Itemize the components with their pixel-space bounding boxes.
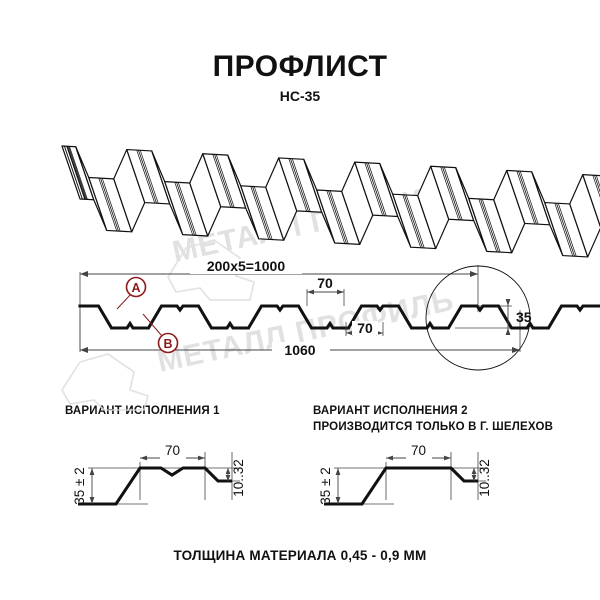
cross-section-profile [78,304,600,330]
variant-1-dimension-width: 70 [140,443,205,461]
variant-1-dimension-width-label: 70 [165,443,180,458]
sheet-stiffener-line [288,158,308,212]
sheet-stiffener-line [519,171,539,225]
sheet-stiffener-line [592,175,600,198]
sheet-stiffener-line [68,146,87,200]
sheet-stiffener-line [290,158,309,212]
sheet-stiffener-line [252,186,271,240]
sheet-stiffener-line [328,190,347,244]
sheet-stiffener-line [139,150,159,204]
sheet-stiffener-line [518,170,537,225]
variant-1-dimension-height: 35 ± 2 [72,467,95,505]
sheet-stiffener-line [136,149,156,204]
dimension-profile-height: 35 [505,299,532,335]
watermark-logo-top [167,239,255,301]
watermark-logo-bottom [61,353,149,411]
sheet-stiffener-line [176,182,195,236]
variant-1-dimension-thickness: 10..32 [225,459,246,497]
variant-2-subtitle: ПРОИЗВОДИТСЯ ТОЛЬКО В Г. ШЕЛЕХОВ [313,421,554,433]
sheet-stiffener-line [556,203,575,257]
variant-1-dimension-thickness-label: 10..32 [231,459,246,497]
dimension-overall-width: 200x5=1000 [80,258,478,277]
sheet-stiffener-line [214,154,233,208]
sheet-stiffener-line [557,203,577,257]
variant-2-dimension-height-label: 35 ± 2 [318,467,333,504]
sheet-edge-thickness-line [63,145,83,200]
corrugated-sheet-3d-view [61,145,600,258]
page-subtitle: НС-35 [279,88,321,104]
sheet-stiffener-line [69,146,88,200]
variant-1-detail: 70 10..32 35 ± 2 [72,443,246,506]
sheet-stiffener-line [177,182,197,236]
cross-section-diagram: 200x5=1000 1060 70 [78,258,600,371]
variant-2-detail: 70 10..32 35 ± 2 [318,443,492,506]
dimension-top-flange-label: 70 [317,275,333,291]
sheet-stiffener-line [554,202,574,257]
sheet-edge-thickness-line [66,146,86,200]
sheet-stiffener-line [215,154,235,208]
watermark-text-bottom: МЕТАЛЛ ПРОФИЛЬ [155,284,457,379]
variant-1-dimension-height-label: 35 ± 2 [72,467,87,504]
dimension-total-width-label: 1060 [284,342,315,358]
sheet-stiffener-line [478,198,498,253]
sheet-facet-web [569,174,600,258]
sheet-stiffener-line [516,170,536,225]
callout-b-label: B [163,337,172,351]
variant-2-dimension-thickness: 10..32 [471,459,492,497]
callout-a-label: A [131,281,140,295]
variant-2-dimension-width: 70 [386,443,451,461]
sheet-stiffener-line [326,190,346,244]
callout-b: B [142,313,179,354]
variant-1-title: ВАРИАНТ ИСПОЛНЕНИЯ 1 [65,405,220,417]
sheet-stiffener-line [250,186,270,240]
dimension-overall-width-label: 200x5=1000 [207,258,285,274]
sheet-stiffener-line [101,178,121,232]
sheet-stiffener-line [174,182,194,236]
sheet-stiffener-line [98,177,118,232]
dimension-bottom-flange-label: 70 [357,320,373,336]
detail-zoom-circle [425,265,531,371]
variant-1-profile [78,466,232,506]
sheet-stiffener-line [291,158,311,212]
sheet-stiffener-line [212,154,232,208]
sheet-stiffener-line [329,190,349,244]
sheet-stiffener-line [405,194,425,249]
sheet-stiffener-line [440,166,460,220]
variant-2-dimension-width-label: 70 [411,443,426,458]
sheet-stiffener-line [138,150,157,204]
callout-a: A [116,276,147,310]
sheet-stiffener-line [404,194,423,248]
sheet-facet-crest [582,174,600,228]
sheet-stiffener-line [364,162,384,216]
material-thickness-note: ТОЛЩИНА МАТЕРИАЛА 0,45 - 0,9 ММ [173,548,427,563]
variant-2-dimension-thickness-label: 10..32 [477,459,492,497]
variant-2-title: ВАРИАНТ ИСПОЛНЕНИЯ 2 [313,405,468,417]
sheet-stiffener-line [402,194,422,248]
sheet-stiffener-line [253,186,273,240]
dimension-total-width: 1060 [80,342,520,358]
sheet-stiffener-line [67,146,86,200]
dimension-bottom-flange: 70 [345,320,384,336]
dimension-profile-height-label: 35 [516,309,532,325]
variant-2-dimension-height: 35 ± 2 [318,467,341,505]
sheet-stiffener-line [480,198,499,253]
sheet-stiffener-line [443,166,463,221]
sheet-stiffener-line [481,199,501,253]
page-title: ПРОФЛИСТ [212,50,388,83]
sheet-stiffener-line [594,175,600,193]
dimension-top-flange: 70 [306,275,345,306]
variant-2-profile [324,466,478,506]
sheet-stiffener-line [442,166,461,221]
sheet-stiffener-line [367,162,387,216]
sheet-stiffener-line [100,177,119,232]
sheet-stiffener-line [595,175,600,188]
sheet-stiffener-line [366,162,385,216]
